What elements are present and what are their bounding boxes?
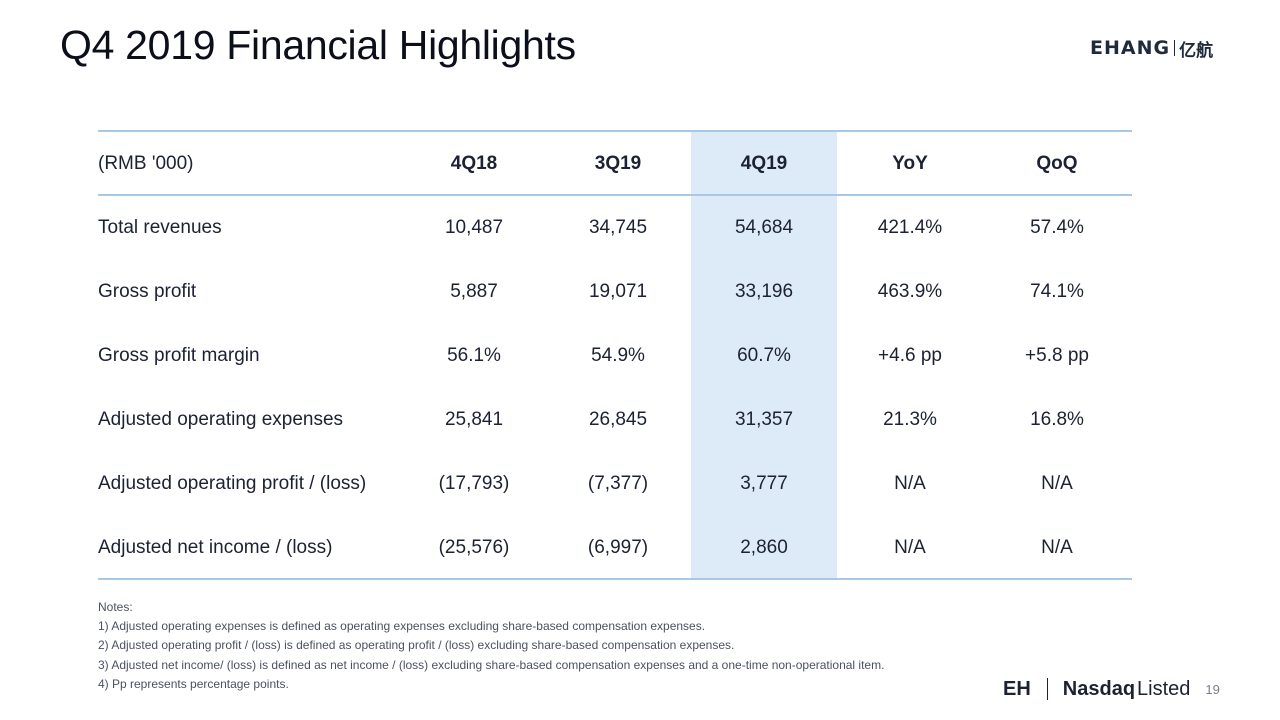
row-label: Adjusted operating profit / (loss) [98,473,367,494]
cell-4q18: (17,793) [438,473,510,494]
row-label: Total revenues [98,217,222,238]
cell-yoy: +4.6 pp [878,345,942,366]
ticker-symbol: EH [1003,677,1031,700]
footer-divider [1046,678,1048,700]
page-number: 19 [1205,681,1220,697]
header-4q19: 4Q19 [740,153,788,174]
cell-4q18: 5,887 [450,281,498,302]
footnote-4: 4) Pp represents percentage points. [98,676,289,691]
financial-highlights-table: (RMB '000) 4Q18 3Q19 4Q19 YoY QoQ Total … [98,130,1132,582]
cell-4q18: 25,841 [444,409,504,430]
cell-qoq: +5.8 pp [1025,345,1089,366]
notes-heading: Notes: [98,600,133,614]
table-top-rule [98,130,1132,132]
cell-qoq: N/A [1041,473,1073,494]
table-row: Adjusted net income / (loss) (25,576) (6… [98,516,1132,580]
cell-qoq: 57.4% [1030,217,1084,238]
table-row: Adjusted operating profit / (loss) (17,7… [98,452,1132,516]
table-bottom-rule [98,578,1132,580]
footnotes: Notes: 1) Adjusted operating expenses is… [98,598,884,694]
row-label: Adjusted net income / (loss) [98,537,333,558]
table-row: Total revenues 10,487 34,745 54,684 421.… [98,196,1132,260]
cell-3q19: 26,845 [588,409,648,430]
row-label: Gross profit [98,281,197,302]
table-row: Gross profit 5,887 19,071 33,196 463.9% … [98,260,1132,324]
cell-yoy: 21.3% [883,409,937,430]
cell-3q19: 34,745 [588,217,648,238]
table-header-row: (RMB '000) 4Q18 3Q19 4Q19 YoY QoQ [98,132,1132,196]
cell-3q19: (7,377) [587,473,649,494]
header-qoq: QoQ [1036,153,1078,174]
page-title: Q4 2019 Financial Highlights [60,22,576,68]
footnote-3: 3) Adjusted net income/ (loss) is define… [98,657,885,672]
cell-yoy: 463.9% [877,281,943,302]
cell-4q19: 54,684 [734,217,794,238]
cell-yoy: N/A [894,537,926,558]
row-label: Adjusted operating expenses [98,409,344,430]
footer-listing: EH Nasdaq Listed 19 [1003,676,1220,702]
cell-4q19: 2,860 [740,537,788,558]
header-unit: (RMB '000) [98,153,194,174]
ehang-logo: EHANG 亿航 [1090,36,1214,61]
cell-yoy: 421.4% [877,217,943,238]
footnote-1: 1) Adjusted operating expenses is define… [98,619,706,634]
cell-4q19: 60.7% [737,345,791,366]
cell-qoq: 16.8% [1030,409,1084,430]
logo-wordmark: EHANG [1090,37,1171,59]
cell-4q19: 3,777 [740,473,788,494]
cell-4q18: 56.1% [447,345,501,366]
logo-chinese: 亿航 [1179,40,1214,61]
cell-4q19: 33,196 [734,281,794,302]
table-row: Adjusted operating expenses 25,841 26,84… [98,388,1132,452]
highlight-column-4q19 [691,132,837,580]
cell-3q19: 19,071 [588,281,648,302]
exchange-name: Nasdaq [1062,677,1136,700]
header-3q19: 3Q19 [594,153,642,174]
row-label: Gross profit margin [98,345,260,366]
cell-4q18: (25,576) [438,537,510,558]
cell-qoq: N/A [1041,537,1073,558]
cell-3q19: (6,997) [587,537,649,558]
header-yoy: YoY [892,153,928,174]
cell-yoy: N/A [894,473,926,494]
table-row: Gross profit margin 56.1% 54.9% 60.7% +4… [98,324,1132,388]
cell-qoq: 74.1% [1030,281,1084,302]
footnote-2: 2) Adjusted operating profit / (loss) is… [98,638,735,653]
listed-label: Listed [1137,677,1191,700]
table-header-rule [98,194,1132,196]
cell-4q18: 10,487 [444,217,504,238]
logo-divider [1174,40,1176,56]
cell-4q19: 31,357 [734,409,794,430]
cell-3q19: 54.9% [591,345,645,366]
header-4q18: 4Q18 [450,153,498,174]
